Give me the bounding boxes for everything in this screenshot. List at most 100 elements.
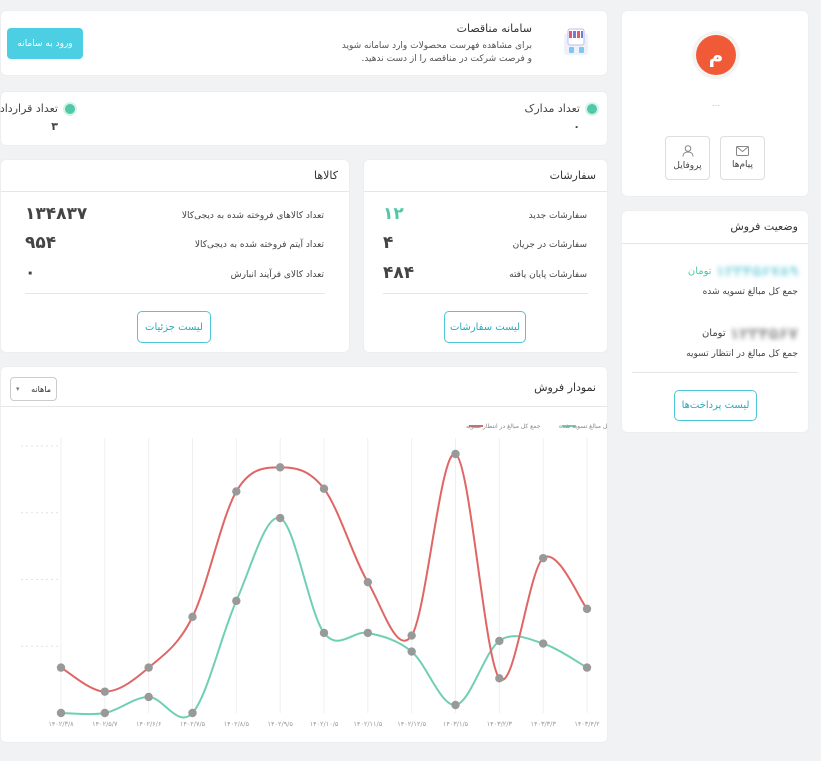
legend-label: جمع کل مبالغ تسویه شده — [559, 423, 607, 430]
messages-label: پیام‌ها — [731, 160, 754, 170]
contracts-value: ۳ — [51, 120, 58, 133]
chevron-down-icon: ▾ — [16, 385, 20, 393]
sales-status-card: وضعیت فروش ۱۲۳۴۵۶۷۸۹ تومان جمع کل مبالغ … — [622, 211, 808, 432]
data-point — [582, 604, 592, 614]
products-row-1-label: تعداد کالاهای فروخته شده به دیجی‌کالا — [181, 211, 324, 221]
orders-row-2-label: سفارشات در جریان — [512, 240, 587, 250]
settled-amount-row: ۱۲۳۴۵۶۷۸۹ تومان — [622, 262, 808, 280]
products-card: کالاها تعداد کالاهای فروخته شده به دیجی‌… — [1, 160, 349, 352]
products-title: کالاها — [313, 169, 338, 182]
payments-list-button[interactable]: لیست پرداخت‌ها — [674, 390, 757, 421]
data-point — [56, 708, 66, 718]
x-tick-label: ۱۴۰۳/۱/۵ — [443, 720, 469, 728]
products-row-3-label: تعداد کالای فرآیند انبارش — [230, 270, 324, 280]
data-point — [363, 628, 373, 638]
product-details-button[interactable]: لیست جزئیات — [137, 311, 211, 343]
products-row-3-value: ۰ — [25, 263, 36, 283]
orders-title: سفارشات — [549, 169, 596, 182]
stats-card: تعداد مدارک ۰ تعداد قرارداد ۳ — [0, 92, 607, 145]
orders-row-1-value: ۱۲ — [383, 204, 404, 224]
products-row-2-value: ۹۵۴ — [25, 233, 57, 253]
x-tick-label: ۱۴۰۲/۳/۸ — [48, 720, 74, 728]
x-tick-label: ۱۴۰۲/۹/۵ — [268, 720, 294, 728]
data-point — [275, 513, 285, 523]
orders-row-1-label: سفارشات جدید — [528, 211, 587, 221]
pending-amount: ۱۲۳۴۵۶۷ — [729, 323, 798, 343]
orders-row-2-value: ۴ — [383, 233, 394, 253]
x-tick-label: ۱۴۰۲/۸/۵ — [224, 720, 250, 728]
products-row-2-label: تعداد آیتم فروخته شده به دیجی‌کالا — [194, 240, 324, 250]
x-tick-label: ۱۴۰۲/۱۱/۵ — [353, 720, 382, 728]
orders-row-3-value: ۴۸۴ — [383, 263, 415, 283]
sales-chart-header-divider — [1, 406, 607, 407]
legend-label: جمع کل مبالغ در انتظار تسویه — [466, 423, 541, 430]
data-point — [100, 708, 110, 718]
profile-name: ... — [711, 99, 721, 109]
pending-unit: تومان — [701, 327, 726, 339]
data-point — [232, 487, 241, 496]
contracts-label: تعداد قرارداد — [0, 102, 58, 115]
period-select[interactable]: ماهانه ▾ — [10, 377, 57, 401]
avatar-letter: م — [708, 43, 724, 67]
tender-banner: سامانه مناقصات برای مشاهده فهرست محصولات… — [1, 11, 607, 75]
sales-status-footer-divider — [632, 372, 798, 373]
x-tick-label: ۱۴۰۲/۱۲/۵ — [397, 720, 426, 728]
profile-card: م ... پیام‌ها پروفایل — [622, 11, 808, 196]
sales-status-title: وضعیت فروش — [730, 220, 798, 233]
x-tick-label: ۱۴۰۳/۳/۳ — [531, 720, 557, 728]
messages-button[interactable]: پیام‌ها — [720, 136, 765, 180]
settled-unit: تومان — [687, 265, 712, 277]
login-tender-button[interactable]: ورود به سامانه — [7, 28, 83, 59]
data-point — [363, 577, 373, 587]
data-point — [56, 663, 66, 672]
period-select-value: ماهانه — [31, 384, 51, 394]
sales-chart-card: نمودار فروش ماهانه ▾ ۱۴۰۲/۳/۸ ۱۴۰۲/۵/۷ ۱۴۰… — [1, 367, 607, 742]
orders-footer-divider — [383, 293, 588, 294]
data-point — [451, 449, 460, 459]
data-point — [188, 612, 197, 622]
avatar: م — [696, 35, 736, 75]
data-point — [407, 647, 416, 656]
x-tick-label: ۱۴۰۳/۴/۲ — [574, 720, 600, 728]
tender-title: سامانه مناقصات — [456, 22, 532, 35]
data-point — [144, 692, 153, 702]
x-tick-label: ۱۴۰۲/۶/۶ — [136, 720, 161, 728]
data-point — [451, 700, 460, 710]
data-point — [582, 663, 592, 672]
data-point — [495, 636, 504, 646]
data-point — [538, 553, 548, 563]
orders-header-divider — [364, 191, 607, 192]
orders-card: سفارشات سفارشات جدید ۱۲ سفارشات در جریان… — [364, 160, 607, 352]
documents-status-dot — [587, 104, 597, 114]
settled-amount: ۱۲۳۴۵۶۷۸۹ — [715, 262, 798, 280]
series-line — [60, 517, 588, 719]
data-point — [538, 639, 548, 648]
data-point — [144, 663, 153, 672]
pending-label: جمع کل مبالغ در انتظار تسویه — [686, 349, 798, 359]
tender-line-2: و فرصت شرکت در مناقصه را از دست ندهید. — [361, 54, 532, 64]
data-point — [275, 463, 285, 472]
products-header-divider — [1, 191, 349, 192]
pending-amount-row: ۱۲۳۴۵۶۷ تومان — [622, 323, 808, 343]
envelope-icon — [736, 146, 749, 156]
x-tick-label: ۱۴۰۲/۷/۵ — [180, 720, 206, 728]
sales-status-header-divider — [622, 243, 808, 244]
data-point — [319, 484, 329, 493]
tender-icon — [561, 27, 591, 59]
data-point — [495, 674, 504, 683]
x-tick-label: ۱۴۰۳/۲/۳ — [487, 720, 513, 728]
orders-list-button[interactable]: لیست سفارشات — [444, 311, 526, 343]
user-icon — [682, 145, 693, 157]
x-tick-label: ۱۴۰۲/۵/۷ — [92, 720, 118, 728]
orders-row-3-label: سفارشات پایان یافته — [509, 270, 587, 280]
settled-label: جمع کل مبالغ تسویه شده — [702, 287, 798, 297]
tender-line-1: برای مشاهده فهرست محصولات وارد سامانه شو… — [341, 41, 532, 51]
data-point — [232, 596, 241, 606]
data-point — [188, 708, 197, 718]
sales-line-chart: ۱۴۰۲/۳/۸ ۱۴۰۲/۵/۷ ۱۴۰۲/۶/۶ ۱۴۰۲/۷/۵ ۱۴۰۲/۸/۵… — [21, 423, 607, 728]
data-point — [319, 628, 329, 638]
data-point — [407, 631, 416, 640]
documents-value: ۰ — [573, 120, 580, 133]
data-point — [100, 687, 110, 696]
profile-button[interactable]: پروفایل — [665, 136, 710, 180]
